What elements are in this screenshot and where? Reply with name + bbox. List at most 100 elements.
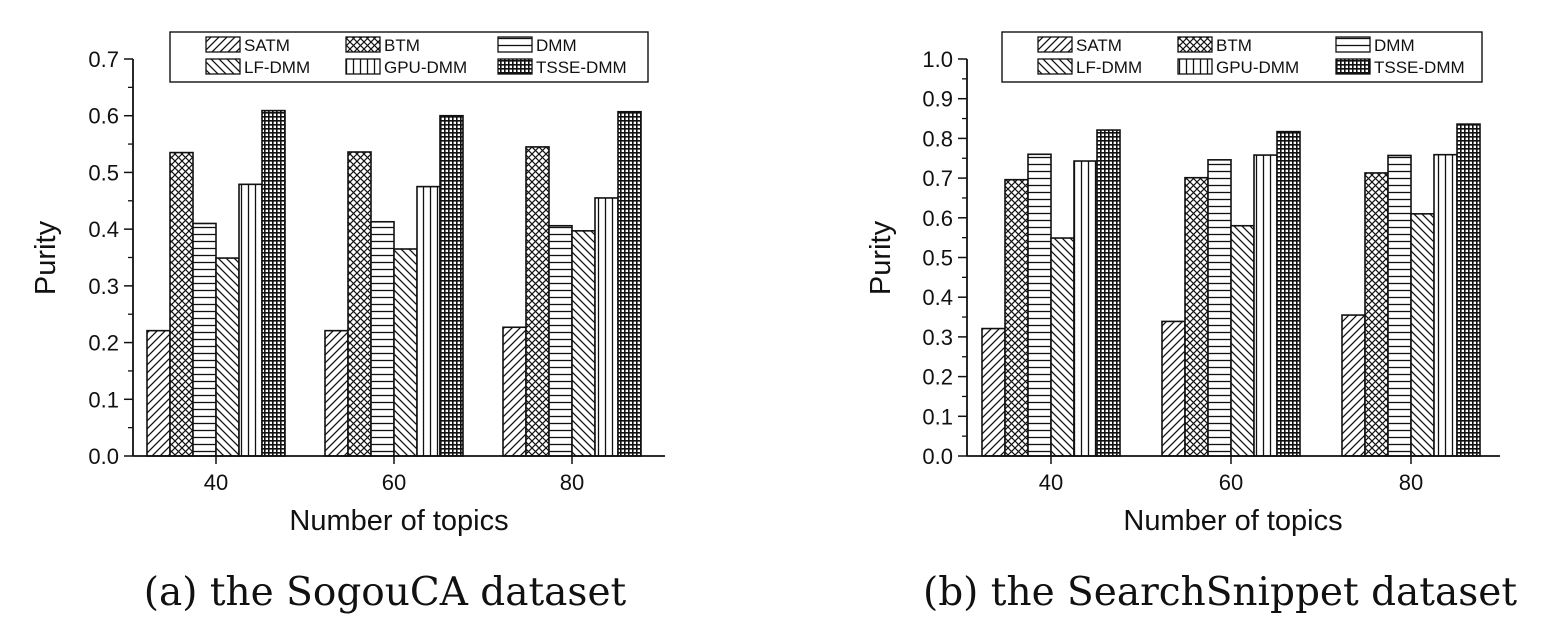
bar-gpu-dmm-80 xyxy=(1433,153,1458,457)
legend-box xyxy=(1001,31,1483,83)
y-tick-label: 0.2 xyxy=(922,365,953,390)
bar-lf-dmm-40 xyxy=(1050,237,1075,457)
legend-swatch-dmm xyxy=(1335,36,1371,53)
y-tick-label: 0.4 xyxy=(922,285,953,310)
legend-label-dmm: DMM xyxy=(1374,36,1415,55)
y-tick-label: 0.2 xyxy=(88,331,119,356)
chart-caption: (a) the SogouCA dataset xyxy=(144,570,627,615)
bar-dmm-80 xyxy=(548,224,573,457)
legend-swatch-btm xyxy=(1177,36,1213,53)
y-tick-label: 0.1 xyxy=(88,387,119,412)
y-tick-label: 0.7 xyxy=(88,47,119,72)
legend: SATM BTM DMM LF-DMM GPU-DMM TSSE-DMM xyxy=(169,31,649,83)
x-tick-label: 80 xyxy=(1399,470,1423,495)
x-tick-label: 40 xyxy=(1039,470,1063,495)
bar-satm-80 xyxy=(502,326,527,457)
legend-swatch-satm xyxy=(205,36,241,53)
y-tick-label: 0.0 xyxy=(88,444,119,469)
legend-label-lf-dmm: LF-DMM xyxy=(1076,58,1142,77)
chart-caption: (b) the SearchSnippet dataset xyxy=(923,570,1517,615)
y-tick-label: 0.3 xyxy=(922,325,953,350)
bar-dmm-60 xyxy=(370,220,395,457)
legend-label-satm: SATM xyxy=(1076,36,1122,55)
bar-dmm-40 xyxy=(192,222,217,457)
y-tick-label: 0.3 xyxy=(88,274,119,299)
bar-gpu-dmm-60 xyxy=(1253,154,1278,457)
legend-label-lf-dmm: LF-DMM xyxy=(244,58,310,77)
y-axis-title: Purity xyxy=(30,220,62,295)
y-tick-label: 0.9 xyxy=(922,87,953,112)
bar-gpu-dmm-40 xyxy=(238,183,263,457)
y-tick-label: 0.8 xyxy=(922,126,953,151)
bar-btm-40 xyxy=(1004,178,1029,457)
x-tick-label: 40 xyxy=(204,470,228,495)
bar-satm-80 xyxy=(1341,314,1366,457)
legend-swatch-gpu-dmm xyxy=(345,58,381,75)
legend: SATM BTM DMM LF-DMM GPU-DMM TSSE-DMM xyxy=(1001,31,1483,83)
bar-lf-dmm-40 xyxy=(215,257,240,457)
bar-tsse-dmm-40 xyxy=(1096,129,1121,457)
plot-area-a: 0.0 0.1 0.2 0.3 0.4 0.5 0.6 0.7 40 60 80 SATM BTM DMM… xyxy=(88,31,665,495)
bar-btm-40 xyxy=(169,151,194,457)
legend-swatch-lf-dmm xyxy=(205,58,241,75)
legend-label-tsse-dmm: TSSE-DMM xyxy=(536,58,627,77)
bar-satm-60 xyxy=(1161,320,1186,457)
legend-label-btm: BTM xyxy=(1216,36,1252,55)
legend-swatch-satm xyxy=(1037,36,1073,53)
x-tick-label: 80 xyxy=(560,470,584,495)
y-tick-label: 0.0 xyxy=(922,444,953,469)
bar-btm-80 xyxy=(1364,172,1389,457)
y-tick-label: 0.6 xyxy=(88,104,119,129)
legend-swatch-btm xyxy=(345,36,381,53)
y-tick-label: 0.1 xyxy=(922,404,953,429)
y-tick-label: 0.5 xyxy=(88,160,119,185)
bar-btm-80 xyxy=(525,146,550,457)
bar-gpu-dmm-60 xyxy=(416,185,441,457)
bar-satm-40 xyxy=(981,327,1006,457)
legend-label-gpu-dmm: GPU-DMM xyxy=(384,58,467,77)
x-tick-label: 60 xyxy=(1219,470,1243,495)
bar-lf-dmm-60 xyxy=(1230,224,1255,457)
legend-label-btm: BTM xyxy=(384,36,420,55)
bar-dmm-40 xyxy=(1027,153,1052,457)
y-axis-title: Purity xyxy=(865,220,897,295)
bar-tsse-dmm-40 xyxy=(261,109,286,457)
chart-panel-b: Purity Number of topics (b) the SearchSn… xyxy=(865,220,1517,615)
y-tick-label: 0.6 xyxy=(922,206,953,231)
bar-tsse-dmm-80 xyxy=(617,110,642,457)
x-axis-title: Number of topics xyxy=(1123,505,1342,537)
legend-swatch-tsse-dmm xyxy=(1335,58,1371,75)
y-tick-label: 0.5 xyxy=(922,246,953,271)
bar-dmm-80 xyxy=(1387,154,1412,457)
x-tick-label: 60 xyxy=(382,470,406,495)
legend-label-gpu-dmm: GPU-DMM xyxy=(1216,58,1299,77)
x-axis-title: Number of topics xyxy=(289,505,508,537)
bar-tsse-dmm-80 xyxy=(1456,123,1481,457)
bar-tsse-dmm-60 xyxy=(439,114,464,457)
y-tick-label: 0.4 xyxy=(88,217,119,242)
bar-gpu-dmm-80 xyxy=(594,197,619,457)
bar-btm-60 xyxy=(1184,176,1209,457)
legend-swatch-tsse-dmm xyxy=(497,58,533,75)
legend-swatch-gpu-dmm xyxy=(1177,58,1213,75)
chart-panel-a: Purity Number of topics (a) the SogouCA … xyxy=(30,220,627,615)
legend-box xyxy=(169,31,649,83)
bar-dmm-60 xyxy=(1207,159,1232,457)
plot-area-b: 0.0 0.1 0.2 0.3 0.4 0.5 0.6 0.7 0.8 0.9 1.0 40 60 80 S… xyxy=(922,31,1500,495)
bar-lf-dmm-80 xyxy=(571,230,596,457)
bar-gpu-dmm-40 xyxy=(1073,160,1098,457)
legend-swatch-lf-dmm xyxy=(1037,58,1073,75)
bar-satm-60 xyxy=(324,329,349,457)
bar-satm-40 xyxy=(146,329,171,457)
bar-btm-60 xyxy=(347,151,372,457)
y-tick-label: 1.0 xyxy=(922,47,953,72)
y-tick-label: 0.7 xyxy=(922,166,953,191)
bar-tsse-dmm-60 xyxy=(1276,130,1301,457)
legend-label-satm: SATM xyxy=(244,36,290,55)
legend-label-dmm: DMM xyxy=(536,36,577,55)
bar-lf-dmm-60 xyxy=(393,248,418,457)
legend-swatch-dmm xyxy=(497,36,533,53)
legend-label-tsse-dmm: TSSE-DMM xyxy=(1374,58,1465,77)
bar-lf-dmm-80 xyxy=(1410,213,1435,457)
